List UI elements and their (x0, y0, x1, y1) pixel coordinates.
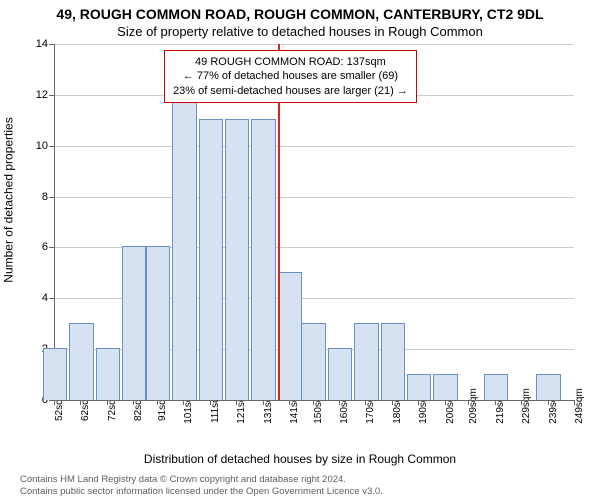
histogram-bar (251, 119, 275, 400)
histogram-bar (407, 374, 431, 400)
title-sub: Size of property relative to detached ho… (0, 24, 600, 39)
gridline (54, 197, 574, 198)
histogram-bar (96, 348, 120, 400)
histogram-bar (146, 246, 170, 400)
y-tick-label: 10 (20, 140, 48, 152)
y-axis-label-text: Number of detached properties (2, 117, 16, 282)
footer-line-2: Contains public sector information licen… (20, 486, 383, 497)
y-tick-label: 14 (20, 38, 48, 50)
histogram-bar (122, 246, 146, 400)
histogram-bar (301, 323, 325, 400)
x-tick-label: 249sqm (574, 388, 585, 424)
title-main: 49, ROUGH COMMON ROAD, ROUGH COMMON, CAN… (0, 6, 600, 22)
histogram-bar (199, 119, 223, 400)
y-tick-label: 6 (20, 241, 48, 253)
callout-line-2: ← 77% of detached houses are smaller (69… (173, 69, 408, 83)
gridline (54, 44, 574, 45)
histogram-bar (43, 348, 67, 400)
y-tick-label: 12 (20, 89, 48, 101)
footer-line-1: Contains HM Land Registry data © Crown c… (20, 474, 346, 485)
histogram-bar (225, 119, 249, 400)
histogram-bar (278, 272, 302, 400)
histogram-bar (69, 323, 93, 400)
y-axis-label: Number of detached properties (0, 0, 18, 400)
histogram-bar (354, 323, 378, 400)
gridline (54, 146, 574, 147)
footer-attribution: Contains HM Land Registry data © Crown c… (20, 474, 580, 498)
x-axis-line (54, 400, 574, 401)
figure: 49, ROUGH COMMON ROAD, ROUGH COMMON, CAN… (0, 0, 600, 500)
plot-area: 0246810121452sqm62sqm72sqm82sqm91sqm101s… (54, 44, 574, 400)
histogram-bar (433, 374, 457, 400)
x-tick-label: 229sqm (521, 388, 532, 424)
histogram-bar (328, 348, 352, 400)
histogram-bar (381, 323, 405, 400)
histogram-bar (536, 374, 560, 400)
y-tick-label: 8 (20, 191, 48, 203)
callout-box: 49 ROUGH COMMON ROAD: 137sqm← 77% of det… (164, 50, 417, 103)
callout-line-3: 23% of semi-detached houses are larger (… (173, 84, 408, 98)
x-axis-label: Distribution of detached houses by size … (0, 452, 600, 466)
histogram-bar (172, 94, 196, 400)
x-tick-label: 209sqm (468, 388, 479, 424)
y-tick-label: 4 (20, 292, 48, 304)
y-axis-line (54, 44, 55, 400)
histogram-bar (484, 374, 508, 400)
callout-line-1: 49 ROUGH COMMON ROAD: 137sqm (173, 55, 408, 69)
